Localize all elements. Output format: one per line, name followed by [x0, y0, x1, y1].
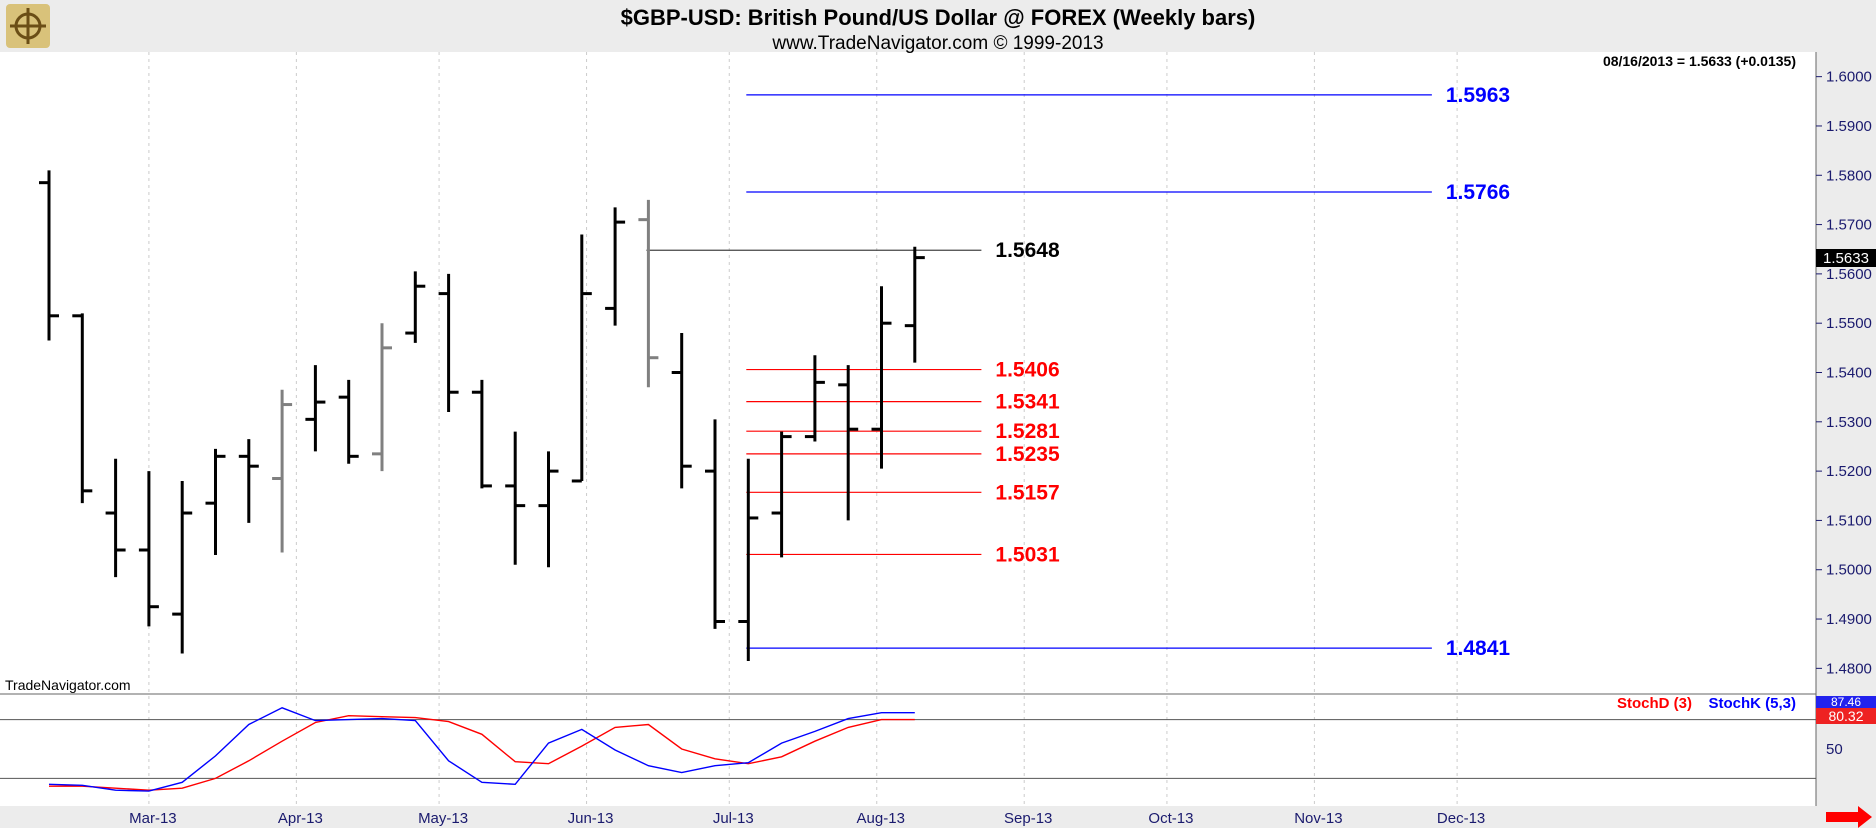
x-tick-label: Aug-13 — [857, 810, 905, 827]
watermark: TradeNavigator.com — [5, 677, 131, 693]
trade-navigator-logo-icon — [6, 4, 50, 48]
ohlc-bar — [438, 273, 459, 412]
x-tick-label: Nov-13 — [1294, 810, 1342, 827]
ohlc-bar — [804, 355, 825, 442]
level-label: 1.4841 — [1446, 637, 1511, 660]
y-tick-label: 1.5600 — [1826, 266, 1872, 283]
ohlc-bar — [172, 480, 193, 654]
chart-title: $GBP-USD: British Pound/US Dollar @ FORE… — [621, 5, 1256, 30]
stoch-d-tag: 80.32 — [1828, 708, 1863, 724]
x-tick-label: Mar-13 — [129, 810, 177, 827]
level-label: 1.5341 — [995, 391, 1060, 414]
ohlc-bar — [272, 389, 293, 553]
level-label: 1.5281 — [995, 420, 1060, 443]
y-tick-label: 1.6000 — [1826, 69, 1872, 86]
ohlc-bar — [505, 431, 526, 565]
ohlc-bar — [238, 439, 259, 523]
y-tick-label: 1.5200 — [1826, 463, 1872, 480]
ohlc-bar — [39, 170, 59, 341]
y-tick-label: 1.5300 — [1826, 414, 1872, 431]
ohlc-bars — [39, 170, 925, 661]
ohlc-bar — [105, 458, 126, 578]
ohlc-bar — [72, 313, 93, 504]
ohlc-bar — [405, 271, 426, 343]
legend-stoch-k: StochK (5,3) — [1708, 695, 1796, 712]
ohlc-bar — [871, 286, 892, 469]
x-axis-band — [0, 806, 1816, 828]
last-price-info: 08/16/2013 = 1.5633 (+0.0135) — [1603, 53, 1796, 69]
x-tick-label: Jun-13 — [568, 810, 614, 827]
price-axis: 1.6000 1.5900 1.5800 1.5700 1.5600 1.5500 1.54… — [1816, 69, 1872, 677]
stoch-d-tag-bg — [1816, 708, 1876, 724]
ohlc-bar — [138, 471, 159, 627]
y-tick-label: 1.5900 — [1826, 118, 1872, 135]
ohlc-bar — [205, 448, 226, 555]
ohlc-bar — [904, 246, 925, 363]
ohlc-bar — [771, 431, 792, 558]
level-label: 1.5648 — [995, 239, 1060, 262]
ohlc-bar — [338, 379, 359, 464]
ohlc-bar — [372, 323, 392, 472]
scroll-right-arrow-icon[interactable] — [1826, 806, 1872, 828]
y-tick-label: 1.5800 — [1826, 167, 1872, 184]
stoch-y-tick: 50 — [1826, 741, 1843, 758]
y-tick-label: 1.5400 — [1826, 365, 1872, 382]
level-label: 1.5406 — [995, 359, 1059, 382]
x-tick-label: Apr-13 — [278, 810, 323, 827]
y-tick-label: 1.5500 — [1826, 315, 1872, 332]
ohlc-bar — [738, 458, 759, 661]
level-label: 1.5766 — [1446, 181, 1510, 204]
ohlc-bar — [538, 451, 559, 568]
level-label: 1.5235 — [995, 443, 1060, 466]
ohlc-bar — [305, 365, 326, 452]
date-axis: Mar-13 Apr-13 May-13 Jun-13 Jul-13 Aug-13 Sep-… — [129, 810, 1485, 827]
stoch-d-line — [49, 714, 915, 791]
level-label: 1.5031 — [995, 543, 1060, 566]
ohlc-bar — [605, 207, 626, 326]
x-tick-label: Dec-13 — [1437, 810, 1485, 827]
ohlc-bar — [471, 379, 492, 489]
stoch-k-tag: 87.46 — [1831, 695, 1861, 709]
ohlc-bar — [638, 199, 659, 388]
fibonacci-levels: 1.5963 1.5766 1.5648 1.5406 1.5341 1.52811.52… — [646, 84, 1510, 660]
y-tick-label: 1.5700 — [1826, 217, 1872, 234]
level-label: 1.5963 — [1446, 84, 1510, 107]
x-tick-label: Sep-13 — [1004, 810, 1052, 827]
ohlc-bar — [571, 234, 592, 483]
ohlc-bar — [671, 333, 692, 489]
y-tick-label: 1.5100 — [1826, 512, 1872, 529]
ohlc-bar — [838, 365, 859, 521]
stoch-k-tag-bg — [1816, 696, 1876, 708]
x-tick-label: Jul-13 — [713, 810, 754, 827]
y-tick-label: 1.5000 — [1826, 562, 1872, 579]
svg-text:1.5633: 1.5633 — [1823, 250, 1869, 267]
last-price-tag: 1.5633 — [1816, 249, 1876, 267]
y-tick-label: 1.4900 — [1826, 611, 1872, 628]
title-band — [0, 0, 1876, 52]
stoch-k-line — [48, 707, 915, 792]
legend-stoch-d: StochD (3) — [1617, 695, 1692, 712]
ohlc-bar — [705, 419, 725, 629]
x-tick-label: May-13 — [418, 810, 468, 827]
chart-subtitle: www.TradeNavigator.com © 1999-2013 — [771, 33, 1103, 54]
y-tick-label: 1.4800 — [1826, 660, 1872, 677]
level-label: 1.5157 — [995, 481, 1059, 504]
price-panel — [0, 52, 1816, 693]
x-tick-label: Oct-13 — [1148, 810, 1193, 827]
